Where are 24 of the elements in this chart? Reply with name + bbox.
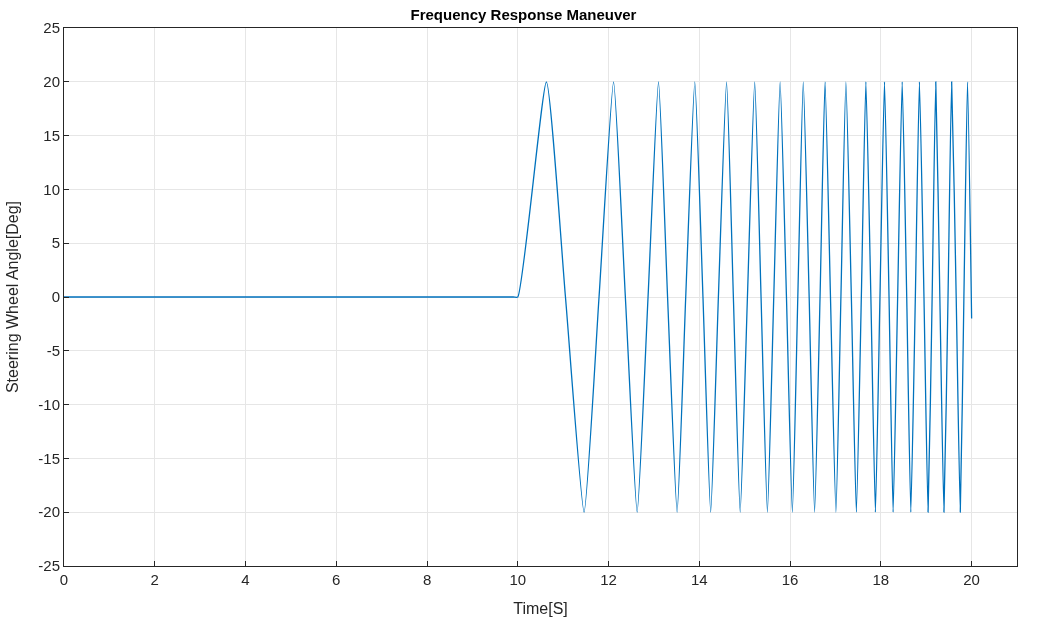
x-tick-label: 10 — [509, 571, 527, 588]
y-axis-title: Steering Wheel Angle[Deg] — [4, 200, 22, 394]
y-tick-label: -10 — [38, 395, 60, 413]
y-tick-label: -25 — [38, 557, 60, 575]
chart-title: Frequency Response Maneuver — [410, 5, 637, 23]
x-tick-label: 14 — [690, 571, 708, 588]
x-tick-label: 4 — [241, 571, 250, 588]
x-tick-label: 16 — [781, 571, 799, 588]
y-tick-label: -20 — [38, 503, 60, 521]
x-tick-label: 6 — [332, 571, 341, 588]
x-tick-label: 8 — [422, 571, 432, 588]
y-tick-label: 20 — [43, 73, 60, 91]
y-tick-label: -15 — [38, 449, 60, 467]
y-tick-label: -5 — [46, 342, 60, 360]
x-tick-label: 12 — [600, 571, 617, 588]
y-tick-label: 15 — [43, 126, 60, 144]
x-tick-label: 18 — [872, 571, 890, 588]
x-tick-label: 2 — [150, 571, 159, 588]
y-tick-label: 10 — [43, 180, 60, 198]
x-axis-title: Time[S] — [513, 599, 568, 617]
y-tick-label: 0 — [51, 288, 60, 306]
y-tick-label: 5 — [51, 234, 60, 252]
y-tick-label: 25 — [43, 19, 60, 37]
x-tick-label: 20 — [963, 571, 980, 588]
